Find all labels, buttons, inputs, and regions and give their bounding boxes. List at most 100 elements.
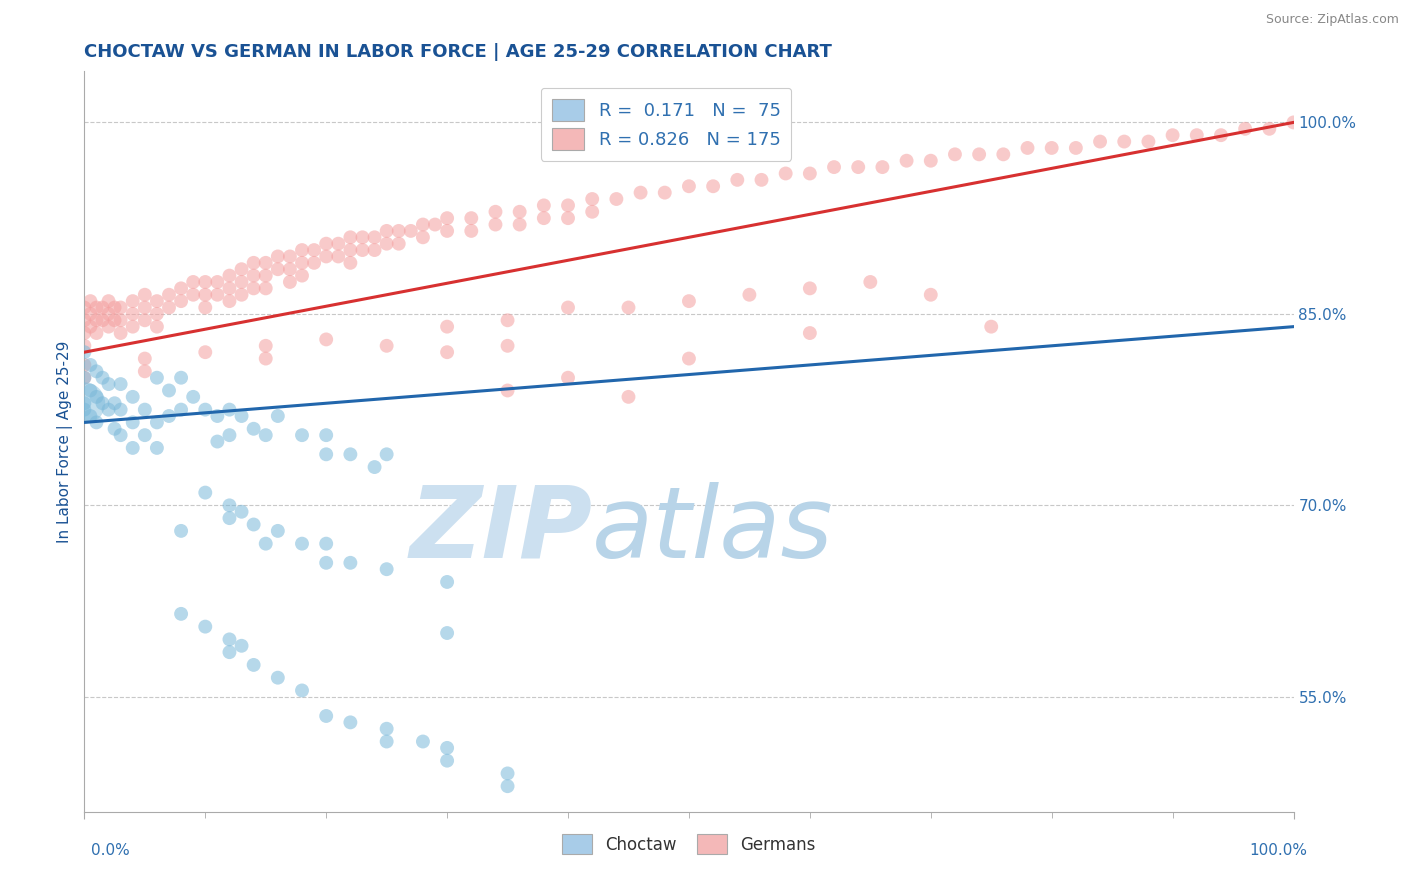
- Point: [194, 345, 217, 359]
- Point: [328, 236, 350, 251]
- Point: [73, 370, 96, 384]
- Point: [993, 147, 1015, 161]
- Point: [242, 657, 264, 672]
- Point: [134, 351, 156, 366]
- Point: [617, 301, 640, 315]
- Point: [91, 301, 114, 315]
- Point: [1282, 115, 1305, 129]
- Point: [231, 287, 253, 301]
- Point: [702, 179, 724, 194]
- Point: [181, 275, 204, 289]
- Point: [315, 250, 337, 264]
- Point: [1185, 128, 1208, 143]
- Text: ZIP: ZIP: [409, 482, 592, 579]
- Point: [1017, 141, 1039, 155]
- Text: CHOCTAW VS GERMAN IN LABOR FORCE | AGE 25-29 CORRELATION CHART: CHOCTAW VS GERMAN IN LABOR FORCE | AGE 2…: [84, 44, 832, 62]
- Point: [73, 313, 96, 327]
- Point: [254, 268, 277, 283]
- Point: [218, 402, 240, 417]
- Point: [375, 447, 398, 461]
- Point: [291, 256, 314, 270]
- Point: [339, 243, 361, 257]
- Point: [231, 262, 253, 277]
- Point: [557, 301, 579, 315]
- Point: [170, 524, 193, 538]
- Point: [110, 402, 132, 417]
- Point: [254, 536, 277, 550]
- Point: [920, 153, 942, 168]
- Point: [146, 294, 169, 309]
- Point: [207, 409, 229, 423]
- Point: [436, 319, 458, 334]
- Point: [97, 294, 120, 309]
- Point: [496, 384, 519, 398]
- Point: [91, 396, 114, 410]
- Point: [799, 326, 821, 340]
- Point: [775, 166, 797, 180]
- Point: [218, 294, 240, 309]
- Point: [79, 307, 101, 321]
- Point: [291, 268, 314, 283]
- Point: [242, 422, 264, 436]
- Point: [97, 377, 120, 392]
- Point: [412, 230, 434, 244]
- Point: [267, 524, 290, 538]
- Point: [278, 275, 301, 289]
- Point: [134, 301, 156, 315]
- Point: [242, 268, 264, 283]
- Point: [79, 384, 101, 398]
- Point: [242, 517, 264, 532]
- Point: [352, 243, 374, 257]
- Point: [315, 236, 337, 251]
- Point: [339, 256, 361, 270]
- Point: [363, 243, 385, 257]
- Point: [218, 428, 240, 442]
- Point: [315, 447, 337, 461]
- Point: [146, 416, 169, 430]
- Point: [363, 460, 385, 475]
- Point: [496, 779, 519, 793]
- Point: [496, 339, 519, 353]
- Point: [97, 319, 120, 334]
- Point: [231, 409, 253, 423]
- Point: [97, 402, 120, 417]
- Point: [104, 313, 127, 327]
- Point: [110, 313, 132, 327]
- Point: [436, 626, 458, 640]
- Point: [231, 639, 253, 653]
- Point: [436, 345, 458, 359]
- Point: [1114, 135, 1136, 149]
- Point: [315, 333, 337, 347]
- Point: [630, 186, 652, 200]
- Point: [134, 428, 156, 442]
- Point: [460, 211, 482, 226]
- Point: [181, 390, 204, 404]
- Point: [181, 287, 204, 301]
- Point: [484, 204, 506, 219]
- Point: [352, 230, 374, 244]
- Point: [73, 345, 96, 359]
- Point: [121, 441, 143, 455]
- Point: [91, 370, 114, 384]
- Point: [121, 416, 143, 430]
- Point: [291, 536, 314, 550]
- Point: [194, 301, 217, 315]
- Point: [302, 243, 325, 257]
- Point: [363, 230, 385, 244]
- Point: [104, 301, 127, 315]
- Point: [509, 204, 531, 219]
- Point: [339, 447, 361, 461]
- Point: [170, 402, 193, 417]
- Point: [267, 262, 290, 277]
- Point: [315, 709, 337, 723]
- Point: [121, 294, 143, 309]
- Point: [73, 396, 96, 410]
- Point: [846, 160, 869, 174]
- Point: [267, 409, 290, 423]
- Legend: Choctaw, Germans: Choctaw, Germans: [554, 826, 824, 863]
- Point: [104, 422, 127, 436]
- Point: [73, 301, 96, 315]
- Point: [79, 409, 101, 423]
- Point: [267, 671, 290, 685]
- Point: [218, 281, 240, 295]
